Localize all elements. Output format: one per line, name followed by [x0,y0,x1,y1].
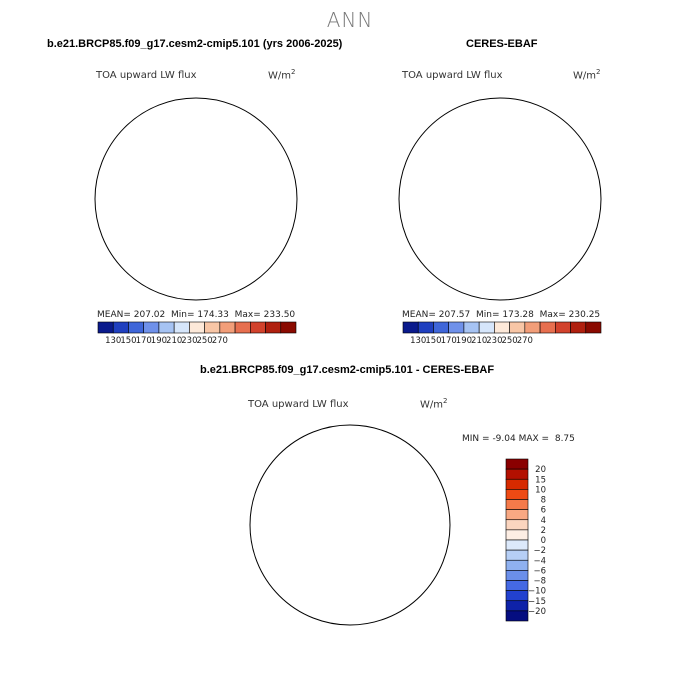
obs-colorbar-swatch [524,321,541,334]
obs-colorbar-tick-label: 190 [456,336,472,346]
model-colorbar-tick-label: 130 [105,336,121,346]
diff-colorbar-swatch [505,499,529,510]
obs-colorbar-tick-label: 250 [501,336,517,346]
model-colorbar-swatch [143,321,160,334]
obs-colorbar-swatch [509,321,526,334]
diff-colorbar-swatch [505,478,529,490]
diff-colorbar-tick-label: 4 [541,516,546,526]
diff-colorbar-swatch [505,559,529,571]
obs-colorbar-swatch [555,321,571,334]
obs-colorbar-swatch [478,321,495,334]
diff-colorbar-tick-label: −20 [528,607,546,617]
model-stats: MEAN= 207.02 Min= 174.33 Max= 233.50 [97,310,296,320]
model-colorbar-swatch [250,321,266,334]
diff-colorbar-tick-label: 2 [541,526,546,536]
model-colorbar-swatch [234,321,251,334]
obs-colorbar-swatch [570,321,587,334]
obs-colorbar-swatch [539,321,556,334]
diff-colorbar-tick-label: 6 [541,506,546,516]
model-variable-label: TOA upward LW flux [96,70,197,81]
diff-colorbar-swatch [505,509,529,521]
figure-title: ANN [326,8,374,32]
diff-colorbar-swatch [505,489,529,500]
obs-panel-title: CERES-EBAF [466,38,538,50]
obs-colorbar-swatch [463,321,480,334]
model-colorbar-tick-label: 270 [212,336,228,346]
obs-colorbar-swatch [417,321,434,334]
diff-colorbar-swatch [505,610,529,622]
obs-units-label: W/m2 [573,68,601,82]
diff-colorbar-swatch [505,549,529,561]
diff-polar-map [249,424,451,626]
diff-panel-title: b.e21.BRCP85.f09_g17.cesm2-cmip5.101 - C… [200,364,495,376]
diff-colorbar-tick-label: 10 [535,485,546,495]
model-colorbar-tick-label: 170 [136,336,152,346]
diff-colorbar-swatch [505,580,529,591]
model-colorbar-swatch [158,321,175,334]
obs-polar-map [398,97,602,301]
obs-colorbar-tick-label: 170 [441,336,457,346]
model-colorbar-swatch [97,321,114,334]
model-colorbar-swatch [219,321,236,334]
model-colorbar-swatch [265,321,282,334]
diff-colorbar-tick-label: 8 [541,496,546,506]
diff-variable-label: TOA upward LW flux [248,399,349,410]
model-polar-map [94,97,306,309]
diff-colorbar-swatch [505,458,529,470]
obs-colorbar-swatch [433,321,449,334]
diff-colorbar-tick-label: −2 [533,546,546,556]
diff-colorbar-swatch [505,600,529,612]
diff-colorbar-tick-label: 20 [535,465,546,475]
model-units-label: W/m2 [268,68,296,82]
model-colorbar-swatch [204,321,221,334]
diff-colorbar-tick-label: −6 [533,566,546,576]
obs-colorbar-swatch [448,321,465,334]
diff-colorbar-swatch [505,519,529,531]
diff-colorbar-tick-label: −8 [533,577,546,587]
obs-colorbar-tick-label: 150 [425,336,441,346]
model-colorbar-tick-label: 230 [181,336,197,346]
model-colorbar-swatch [128,321,144,334]
obs-variable-label: TOA upward LW flux [402,70,503,81]
model-colorbar-tick-label: 250 [196,336,212,346]
model-colorbar-swatch [280,321,297,334]
model-colorbar-swatch [189,321,205,334]
diff-colorbar-tick-label: 15 [535,475,546,485]
model-colorbar-swatch [173,321,190,334]
diff-colorbar-swatch [505,570,529,581]
diff-colorbar-swatch [505,529,529,541]
diff-colorbar-tick-label: −10 [528,587,546,597]
diff-colorbar-swatch [505,468,529,480]
obs-colorbar-swatch [402,321,419,334]
obs-colorbar-swatch [585,321,602,334]
diff-units-label: W/m2 [420,397,448,411]
diff-colorbar-swatch [505,539,529,551]
diff-colorbar-tick-label: −4 [533,556,546,566]
obs-colorbar-tick-label: 130 [410,336,426,346]
model-colorbar-swatch [112,321,129,334]
diff-colorbar-tick-label: −15 [528,597,546,607]
obs-colorbar-tick-label: 210 [471,336,487,346]
obs-colorbar-tick-label: 270 [517,336,533,346]
model-colorbar-tick-label: 150 [120,336,136,346]
model-colorbar-tick-label: 190 [151,336,167,346]
obs-colorbar-tick-label: 230 [486,336,502,346]
diff-colorbar-tick-label: 0 [541,536,546,546]
diff-stats: MIN = -9.04 MAX = 8.75 [462,434,575,444]
model-panel-title: b.e21.BRCP85.f09_g17.cesm2-cmip5.101 (yr… [47,38,343,50]
model-colorbar-tick-label: 210 [166,336,182,346]
obs-colorbar-swatch [494,321,510,334]
obs-stats: MEAN= 207.57 Min= 173.28 Max= 230.25 [402,310,601,320]
diff-colorbar-swatch [505,590,529,602]
